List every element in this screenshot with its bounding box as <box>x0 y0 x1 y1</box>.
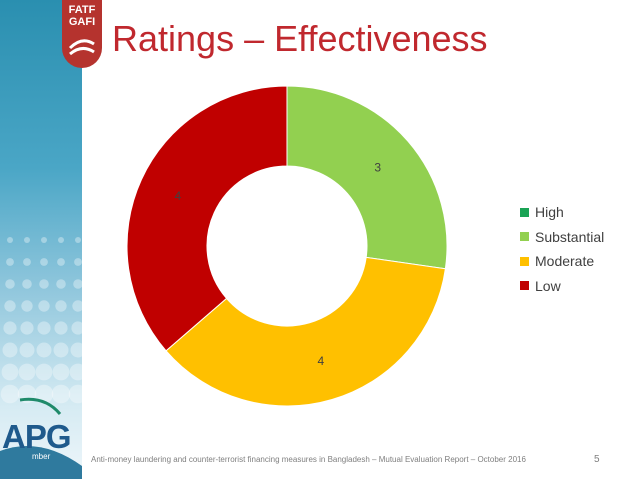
decorative-dot <box>58 237 64 243</box>
decorative-dot <box>52 363 70 381</box>
decorative-dot <box>19 342 35 358</box>
donut-slice-substantial <box>286 85 448 270</box>
decorative-dot <box>7 237 13 243</box>
decorative-dot <box>36 342 52 358</box>
legend-label: Substantial <box>535 228 605 245</box>
decorative-dot <box>72 300 82 312</box>
chart-legend: High Substantial Moderate Low <box>520 200 604 298</box>
decorative-dot <box>71 321 82 335</box>
apg-logo-text: APG <box>2 418 72 455</box>
legend-swatch <box>520 207 529 217</box>
decorative-dot <box>37 321 51 335</box>
decorative-dot <box>74 258 82 266</box>
decorative-dot <box>70 342 82 358</box>
decorative-dot <box>24 237 30 243</box>
legend-swatch <box>520 232 529 242</box>
donut-slice-moderate <box>165 256 446 407</box>
decorative-dot <box>51 384 71 404</box>
decorative-dot <box>69 363 82 381</box>
legend-label: Moderate <box>535 253 595 270</box>
decorative-dots <box>0 237 82 404</box>
decorative-dot <box>6 258 14 266</box>
decorative-dot <box>23 258 31 266</box>
apg-swoosh-icon <box>0 397 82 479</box>
decorative-dot <box>0 384 20 404</box>
apg-logo: APG mber <box>0 396 82 479</box>
decorative-dot <box>22 279 32 289</box>
data-label-moderate: 4 <box>317 354 324 368</box>
decorative-dot <box>1 363 19 381</box>
decorative-dot <box>40 258 48 266</box>
decorative-dot <box>41 237 47 243</box>
fatf-logo-line2: GAFI <box>68 16 96 28</box>
decorative-dot <box>75 237 81 243</box>
decorative-dot <box>21 300 33 312</box>
page-title: Ratings – Effectiveness <box>112 18 488 59</box>
decorative-dot <box>56 279 66 289</box>
decorative-dot <box>68 384 82 404</box>
decorative-dot <box>38 300 50 312</box>
decorative-dot <box>2 342 18 358</box>
data-label-low: 4 <box>175 189 182 203</box>
decorative-dot <box>55 300 67 312</box>
legend-item-substantial: Substantial <box>520 225 604 250</box>
decorative-dot <box>4 300 16 312</box>
legend-swatch <box>520 281 529 291</box>
fatf-swirl-icon <box>68 39 95 56</box>
legend-item-low: Low <box>520 274 604 299</box>
fatf-logo: FATF GAFI <box>62 0 102 68</box>
decorative-dot <box>5 279 15 289</box>
footer-text: Anti-money laundering and counter-terror… <box>91 455 526 464</box>
apg-member-text: mber <box>32 452 51 461</box>
legend-label: Low <box>535 277 561 294</box>
legend-label: High <box>535 204 564 221</box>
fatf-logo-line1: FATF <box>68 4 96 16</box>
data-label-substantial: 3 <box>374 160 381 174</box>
decorative-dot <box>57 258 65 266</box>
legend-swatch <box>520 256 529 266</box>
decorative-dot <box>54 321 68 335</box>
decorative-dot <box>39 279 49 289</box>
decorative-dot <box>34 384 54 404</box>
decorative-dot <box>53 342 69 358</box>
legend-item-high: High <box>520 200 604 225</box>
donut-slice-low <box>126 85 288 352</box>
legend-item-moderate: Moderate <box>520 249 604 274</box>
decorative-dot <box>35 363 53 381</box>
decorative-dot <box>73 279 82 289</box>
decorative-dot <box>20 321 34 335</box>
decorative-dot <box>18 363 36 381</box>
decorative-dot <box>3 321 17 335</box>
page-number: 5 <box>594 454 600 465</box>
decorative-side-band <box>0 0 82 479</box>
